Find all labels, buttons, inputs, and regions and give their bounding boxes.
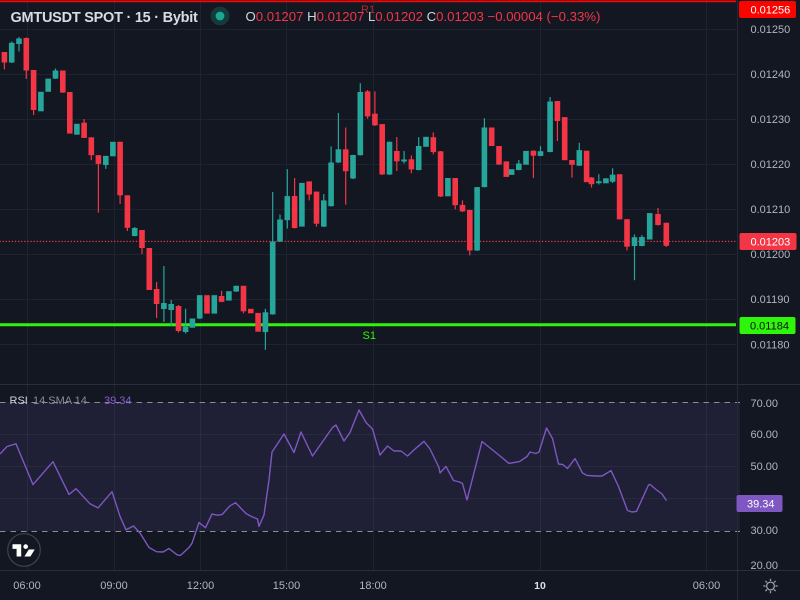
svg-text:18:00: 18:00 bbox=[359, 580, 387, 592]
svg-text:09:00: 09:00 bbox=[100, 580, 128, 592]
svg-text:20.00: 20.00 bbox=[751, 560, 779, 572]
svg-text:0.01200: 0.01200 bbox=[751, 249, 791, 261]
svg-text:O0.01207 H0.01207 L0.01202 C0.: O0.01207 H0.01207 L0.01202 C0.01203 −0.0… bbox=[246, 9, 601, 24]
svg-text:10: 10 bbox=[534, 580, 546, 592]
svg-text:60.00: 60.00 bbox=[751, 429, 779, 441]
svg-text:30.00: 30.00 bbox=[751, 525, 779, 537]
svg-text:70.00: 70.00 bbox=[751, 398, 779, 410]
svg-text:0.01240: 0.01240 bbox=[751, 69, 791, 81]
svg-text:0.01210: 0.01210 bbox=[751, 204, 791, 216]
svg-text:0.01190: 0.01190 bbox=[751, 294, 790, 306]
svg-text:0.01184: 0.01184 bbox=[750, 321, 789, 333]
svg-text:0.01203: 0.01203 bbox=[751, 236, 791, 248]
svg-text:0.01230: 0.01230 bbox=[751, 114, 791, 126]
svg-text:R1: R1 bbox=[361, 4, 375, 16]
svg-text:15:00: 15:00 bbox=[273, 580, 301, 592]
svg-text:06:00: 06:00 bbox=[13, 580, 41, 592]
svg-text:0.01256: 0.01256 bbox=[751, 4, 791, 16]
svg-text:12:00: 12:00 bbox=[187, 580, 215, 592]
svg-text:GMTUSDT SPOT · 15 · Bybit: GMTUSDT SPOT · 15 · Bybit bbox=[11, 10, 199, 26]
svg-text:39.34: 39.34 bbox=[747, 499, 775, 511]
svg-text:50.00: 50.00 bbox=[751, 461, 779, 473]
svg-text:S1: S1 bbox=[363, 330, 376, 342]
svg-text:0.01180: 0.01180 bbox=[751, 340, 790, 352]
svg-text:0.01250: 0.01250 bbox=[751, 24, 791, 36]
svg-text:06:00: 06:00 bbox=[693, 580, 721, 592]
svg-text:0.01220: 0.01220 bbox=[751, 159, 791, 171]
